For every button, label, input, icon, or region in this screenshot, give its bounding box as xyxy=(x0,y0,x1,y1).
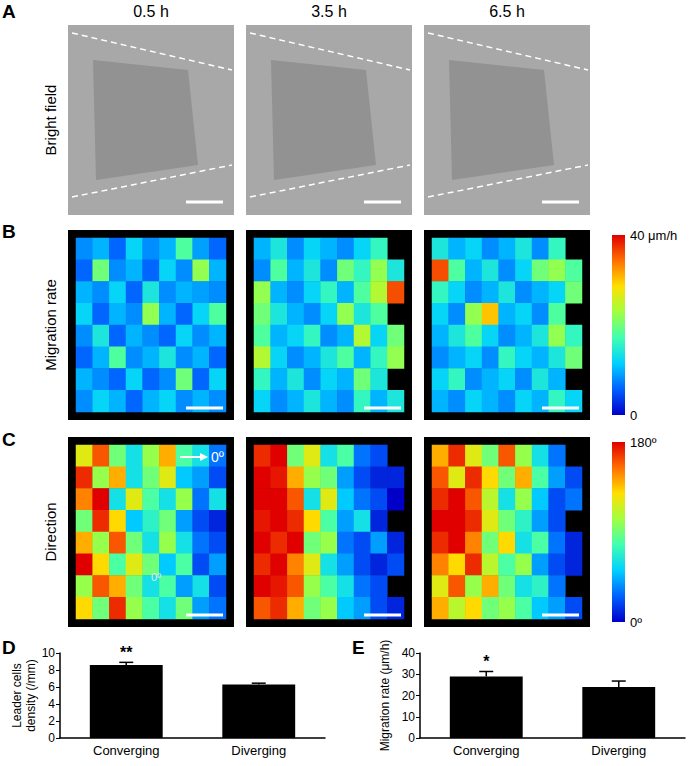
svg-text:Migration rate: Migration rate xyxy=(42,279,59,371)
svg-text:0º: 0º xyxy=(211,449,224,465)
svg-text:30: 30 xyxy=(402,667,416,681)
svg-text:Converging: Converging xyxy=(93,743,160,758)
svg-text:Direction: Direction xyxy=(42,502,59,561)
svg-text:4: 4 xyxy=(48,697,55,711)
svg-text:E: E xyxy=(352,637,365,658)
svg-text:C: C xyxy=(2,429,16,450)
svg-text:Diverging: Diverging xyxy=(591,743,646,758)
svg-text:0.5 h: 0.5 h xyxy=(133,3,169,20)
svg-text:3.5 h: 3.5 h xyxy=(311,3,347,20)
svg-text:Bright field: Bright field xyxy=(42,85,59,156)
svg-text:0º: 0º xyxy=(151,571,161,583)
svg-text:0º: 0º xyxy=(630,615,642,630)
svg-text:180º: 180º xyxy=(630,435,657,450)
svg-text:Leader cells: Leader cells xyxy=(10,663,24,728)
svg-text:6: 6 xyxy=(48,680,55,694)
svg-text:0: 0 xyxy=(408,731,415,745)
svg-text:Diverging: Diverging xyxy=(231,743,286,758)
svg-text:20: 20 xyxy=(402,689,416,703)
svg-text:*: * xyxy=(483,653,490,670)
svg-text:Converging: Converging xyxy=(453,743,520,758)
svg-text:0: 0 xyxy=(48,731,55,745)
svg-text:**: ** xyxy=(120,644,133,661)
svg-text:B: B xyxy=(2,221,16,242)
svg-text:6.5 h: 6.5 h xyxy=(489,3,525,20)
svg-text:density (/mm): density (/mm) xyxy=(24,659,38,732)
svg-text:Migration rate (μm/h): Migration rate (μm/h) xyxy=(378,640,392,752)
svg-text:D: D xyxy=(2,637,16,658)
svg-text:40 μm/h: 40 μm/h xyxy=(630,228,677,243)
svg-text:10: 10 xyxy=(402,710,416,724)
svg-text:0: 0 xyxy=(630,408,637,423)
svg-text:40: 40 xyxy=(402,646,416,660)
svg-text:2: 2 xyxy=(48,714,55,728)
svg-text:8: 8 xyxy=(48,663,55,677)
svg-text:10: 10 xyxy=(42,646,56,660)
svg-text:A: A xyxy=(2,1,16,22)
